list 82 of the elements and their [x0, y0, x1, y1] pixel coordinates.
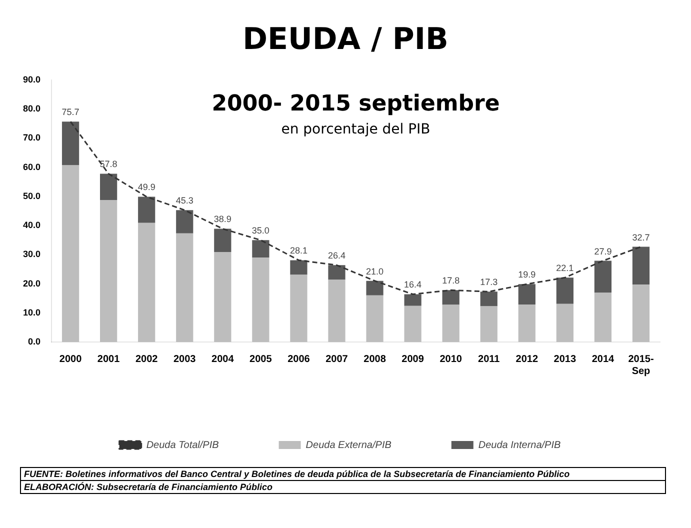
bar	[138, 196, 156, 223]
y-tick-label: 10.0	[22, 307, 41, 318]
y-tick-label: 60.0	[22, 162, 41, 172]
y-tick-label: 30.0	[22, 249, 41, 260]
bar	[62, 165, 80, 342]
annotation: en porcentaje del PIB	[281, 122, 430, 138]
x-tick-label: 2002	[135, 354, 158, 365]
x-tick-label: 2012	[516, 354, 538, 365]
y-tick-label: 0.0	[28, 336, 41, 346]
bar	[100, 200, 118, 342]
data-label: 57.8	[100, 159, 118, 170]
x-tick-label: 2007	[326, 354, 348, 365]
y-tick-label: 20.0	[22, 278, 41, 288]
x-tick-label: 2004	[212, 354, 234, 365]
y-tick-label: 90.0	[22, 74, 41, 84]
data-label: 32.7	[632, 232, 650, 242]
legend-label: Deuda Total/PIB	[146, 440, 220, 451]
bar	[632, 284, 650, 342]
x-tick-label: 2011	[478, 354, 500, 365]
x-tick-label: 2010	[440, 354, 462, 365]
bar	[366, 280, 384, 296]
bar	[328, 280, 346, 342]
data-label: 45.3	[176, 196, 194, 206]
bar	[556, 278, 574, 304]
chart-title: DEUDA / PIB	[242, 22, 450, 57]
bar	[442, 290, 460, 305]
bar	[290, 274, 308, 342]
bar	[62, 122, 80, 166]
bar	[100, 174, 118, 200]
data-label: 21.0	[366, 266, 384, 276]
text: 2000- 2015 septiembre	[212, 92, 500, 117]
bar	[480, 306, 498, 342]
bar	[518, 284, 536, 304]
data-label: 16.4	[404, 280, 422, 290]
source-note: FUENTE: Boletines informativos del Banco Central y Boletines de deuda pública de la Subsecretaría de Financiamiento Público	[20, 467, 666, 481]
bar	[252, 258, 270, 342]
x-tick-label: 2009	[402, 354, 424, 365]
bar	[366, 295, 384, 342]
data-label: 28.1	[290, 246, 308, 256]
bar	[594, 260, 612, 293]
data-label: 17.3	[480, 277, 498, 288]
x-tick-label: 2008	[364, 354, 386, 365]
x-tick-label: 2003	[173, 354, 196, 365]
bar	[518, 304, 536, 342]
x-tick-label: 2001	[97, 354, 120, 365]
data-label: 26.4	[328, 250, 346, 261]
y-tick-label: 70.0	[22, 132, 41, 143]
x-tick-label: 2000	[59, 354, 82, 365]
bar	[404, 294, 422, 306]
data-label: 27.9	[594, 246, 612, 256]
data-label: 22.1	[556, 263, 574, 274]
x-tick-label: 2005	[250, 354, 272, 365]
bar	[404, 306, 422, 342]
bar	[176, 233, 194, 342]
x-tick-label: 2013	[554, 354, 576, 365]
legend-label: Deuda Externa/PIB	[306, 440, 392, 451]
bar	[214, 228, 232, 252]
y-tick-label: 50.0	[22, 190, 41, 201]
data-label: 49.9	[138, 182, 156, 192]
data-label: 35.0	[252, 226, 270, 236]
bar	[480, 292, 498, 306]
data-label: 75.7	[62, 107, 80, 118]
bar	[138, 222, 156, 342]
bar	[632, 246, 650, 285]
data-label: 19.9	[518, 270, 536, 280]
bar	[252, 240, 270, 258]
bar	[328, 265, 346, 280]
bar	[290, 260, 308, 275]
x-tick-label: 2014	[592, 354, 615, 365]
bar	[556, 304, 574, 342]
bar	[214, 252, 232, 342]
bar	[594, 292, 612, 342]
x-tick-label: 2015- Sep	[628, 354, 654, 377]
data-label: 38.9	[214, 214, 232, 224]
bar	[442, 304, 460, 342]
y-tick-label: 80.0	[22, 104, 41, 114]
legend-label: Deuda Interna/PIB	[478, 440, 561, 451]
x-tick-label: 2006	[288, 354, 310, 365]
bar	[176, 210, 194, 234]
y-tick-label: 40.0	[22, 220, 41, 230]
data-label: 17.8	[442, 276, 460, 286]
text: ELABORACIÓN: Subsecretaría de Financiamiento Público	[20, 480, 666, 494]
